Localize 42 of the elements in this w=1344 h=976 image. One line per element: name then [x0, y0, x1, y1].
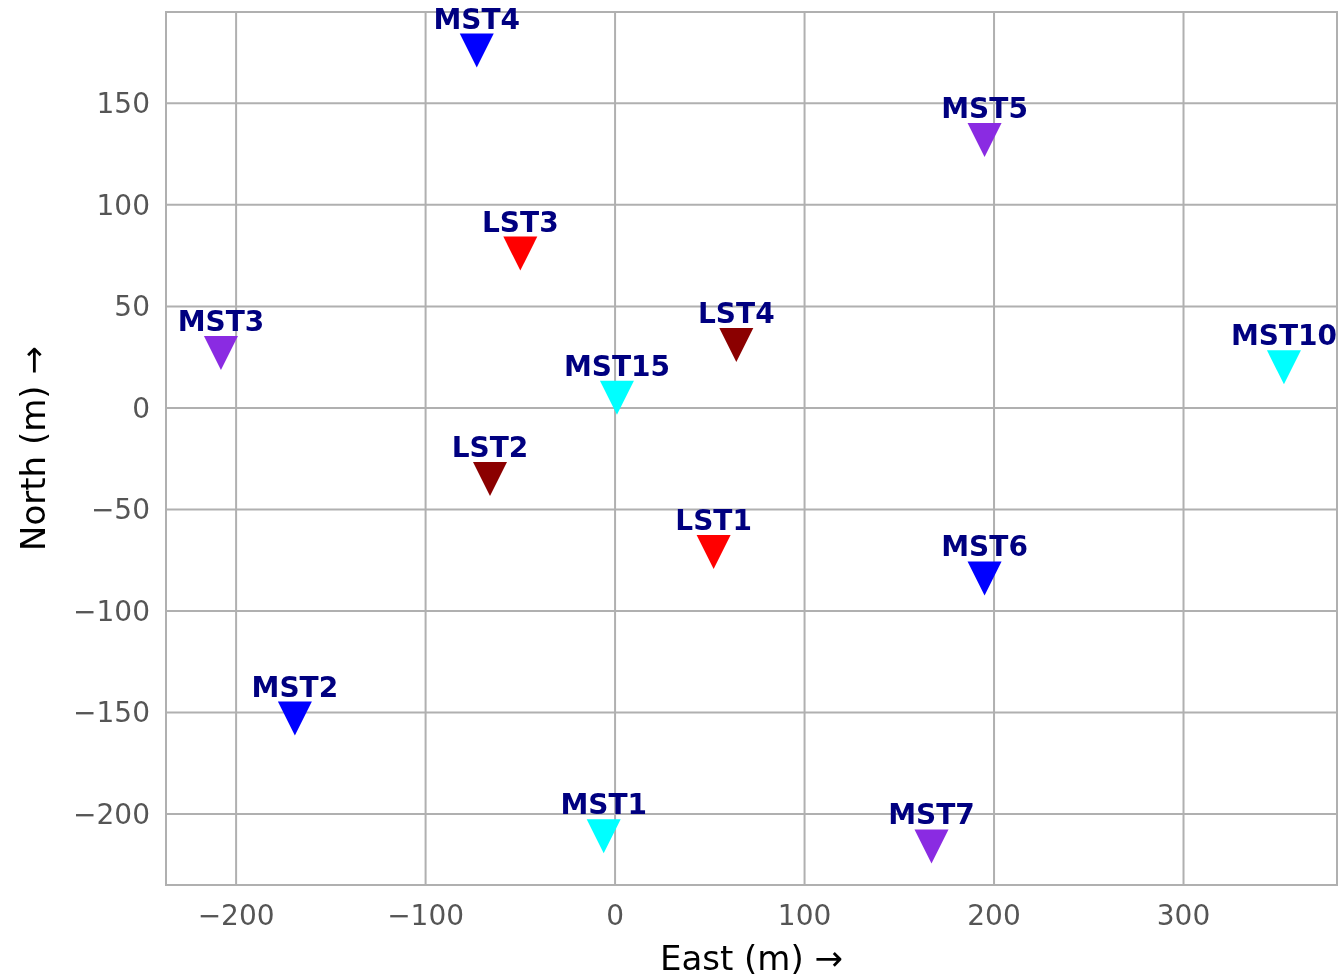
- point: [277, 701, 312, 736]
- annotation: MST5: [941, 91, 1028, 125]
- y-tick-label: 0: [132, 391, 150, 425]
- point: [696, 535, 731, 570]
- annotation: MST3: [177, 305, 265, 339]
- y-tick-label: −100: [73, 594, 150, 628]
- annotation: LST3: [482, 205, 559, 239]
- annotation: MST6: [941, 530, 1028, 564]
- x-axis-title: East (m) →: [659, 938, 844, 976]
- annotation: MST1: [560, 788, 648, 822]
- point: [719, 327, 754, 362]
- point: [586, 819, 621, 854]
- point: [967, 561, 1002, 596]
- x-tick-label: −200: [197, 899, 275, 932]
- point: [1266, 350, 1301, 385]
- annotation: MST7: [888, 798, 975, 832]
- y-tick-label: −50: [90, 493, 150, 527]
- x-tick-label: −100: [387, 899, 465, 932]
- annotation: LST2: [451, 430, 529, 464]
- x-tick-label: 200: [967, 899, 1021, 932]
- point: [473, 461, 508, 496]
- x-tick-label: 0: [606, 899, 624, 932]
- point: [914, 829, 949, 864]
- point: [503, 236, 538, 271]
- y-axis-title: North (m) →: [13, 346, 53, 551]
- annotation: MST4: [433, 2, 521, 36]
- x-tick-label: 300: [1156, 899, 1211, 932]
- annotation: MST10: [1230, 319, 1337, 353]
- point: [459, 33, 494, 68]
- y-tick-label: 100: [96, 188, 150, 222]
- annotation: LST4: [698, 296, 775, 330]
- point: [599, 380, 634, 415]
- y-tick-label: −200: [73, 797, 150, 831]
- point: [967, 122, 1002, 157]
- point: [203, 336, 238, 371]
- annotation: MST2: [251, 670, 339, 704]
- y-tick-label: 150: [96, 87, 150, 121]
- annotation: LST1: [675, 504, 752, 538]
- x-tick-label: 100: [777, 899, 832, 932]
- annotation: MST15: [563, 349, 671, 383]
- y-tick-label: −150: [73, 696, 150, 730]
- y-tick-label: 50: [114, 290, 150, 324]
